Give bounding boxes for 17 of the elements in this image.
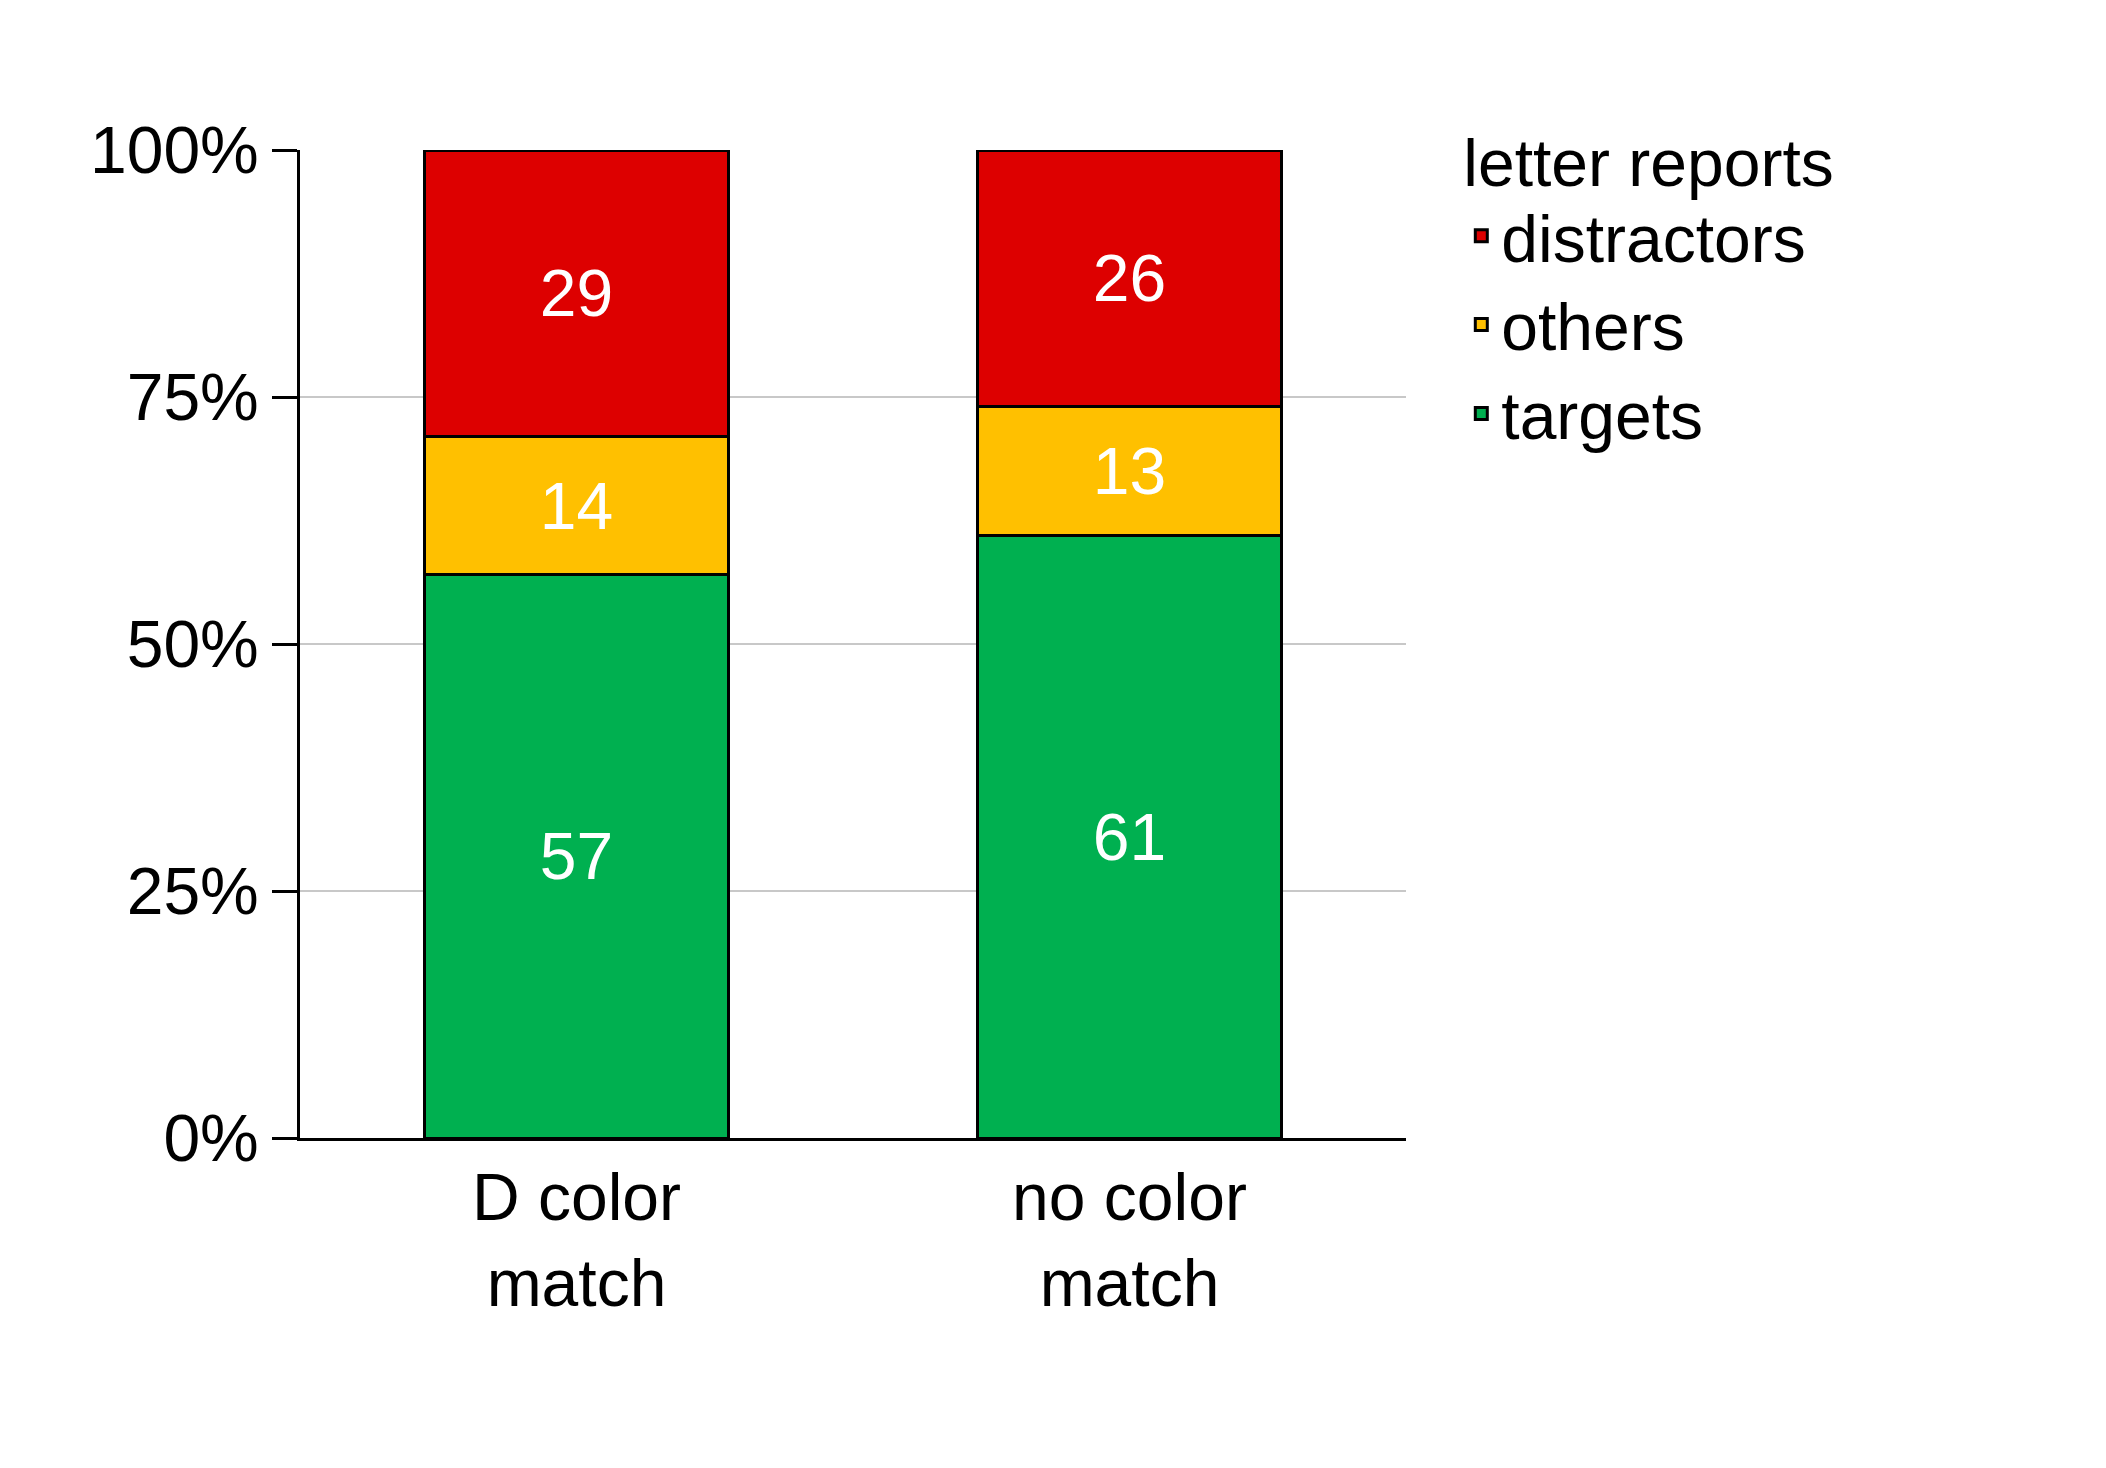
data-label: 26 [1092,241,1167,316]
data-label: 13 [1092,434,1167,509]
data-label: 14 [539,468,614,543]
x-tick-label: D color match [471,1160,682,1320]
legend-title: letter reports [1463,126,1834,201]
data-label: 57 [539,819,614,894]
y-tick-label: 25% [126,854,259,929]
data-label: 61 [1092,799,1167,874]
legend-label: distractors [1501,201,1806,276]
y-tick-label: 100% [89,113,259,188]
data-label: 29 [539,256,614,331]
y-tick-label: 75% [126,360,259,435]
y-tick-label: 0% [163,1101,259,1176]
x-tick-label: no color match [1012,1160,1247,1320]
legend-label: targets [1501,379,1704,454]
y-tick-label: 50% [126,607,259,682]
legend-label: others [1501,290,1685,365]
